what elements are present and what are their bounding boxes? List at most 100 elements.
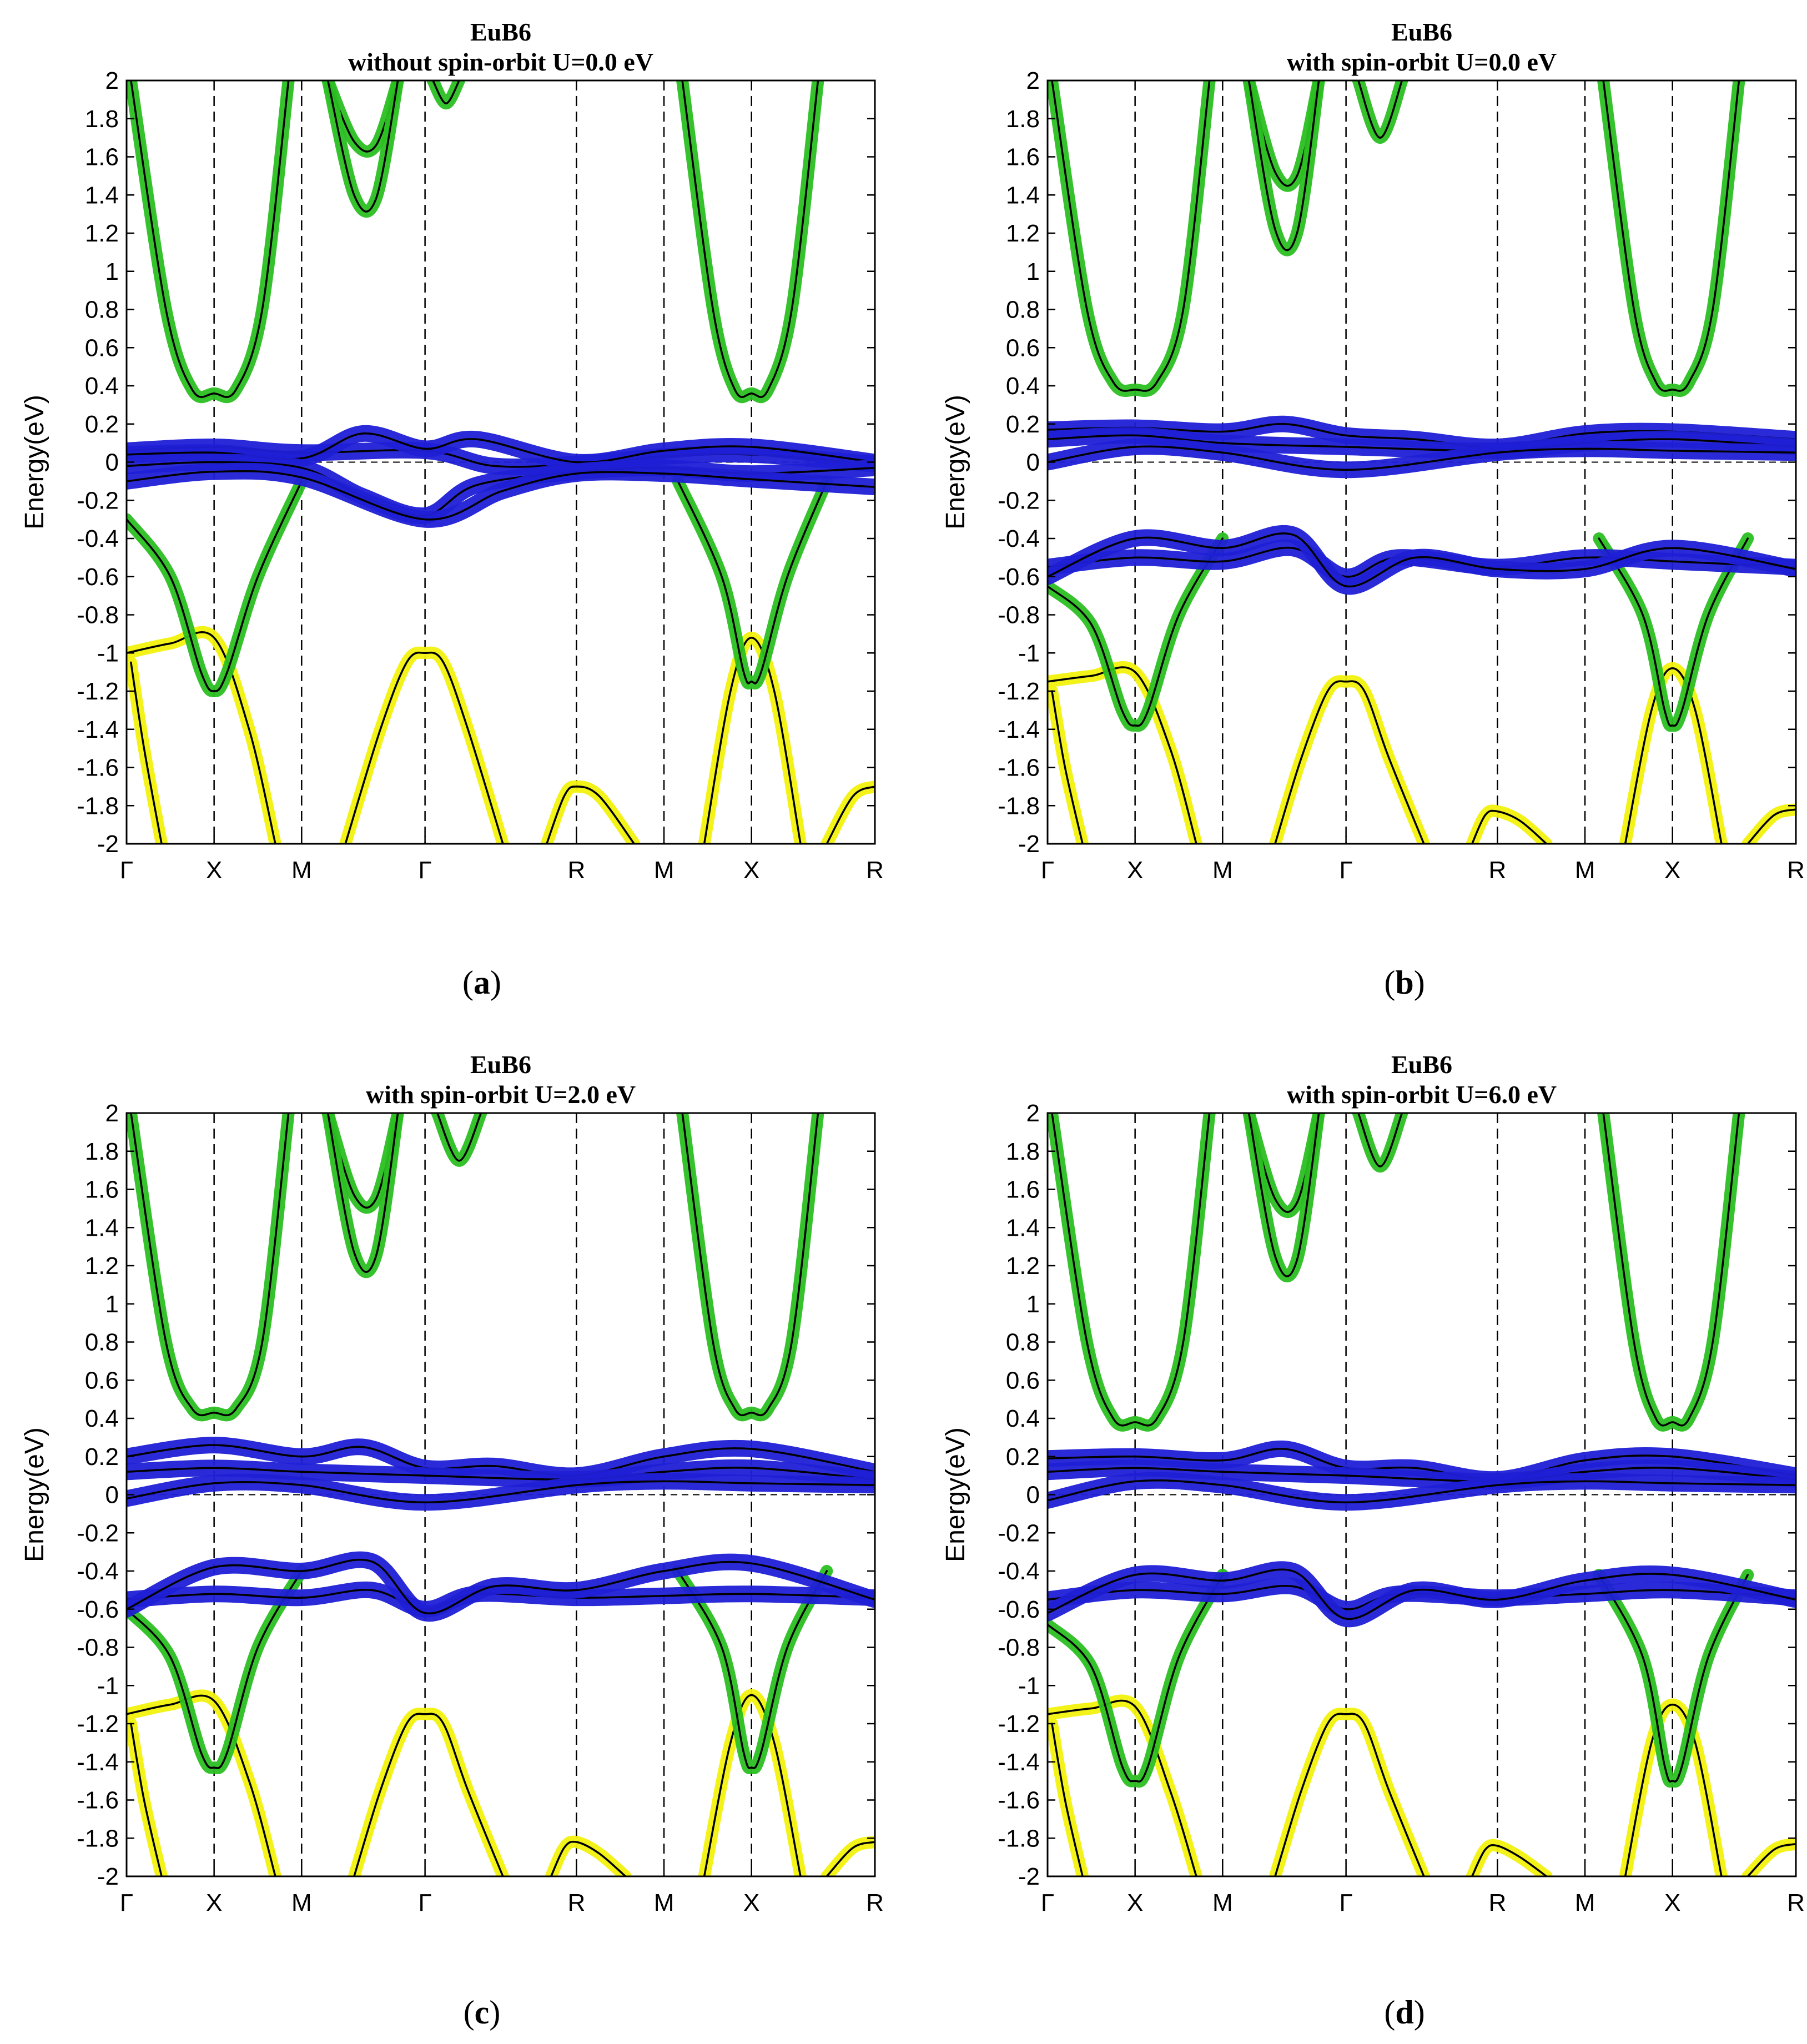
band-line [130, 1723, 163, 1876]
y-tick-label: -1.8 [998, 1825, 1040, 1852]
panel-caption: (c) [464, 1994, 501, 2031]
band-line [127, 480, 303, 692]
y-tick-label: 0.2 [1006, 411, 1040, 438]
band-line [677, 480, 828, 684]
y-tick-label: -0.4 [77, 1558, 119, 1585]
y-tick-label: -0.6 [998, 1596, 1040, 1623]
y-tick-label: -2 [97, 1863, 119, 1890]
x-tick-label: M [654, 857, 675, 884]
band-green-glow [672, 475, 833, 690]
x-tick-label: X [743, 1889, 759, 1916]
band-line [1624, 1703, 1723, 1876]
band-line [1048, 423, 1796, 448]
band-line [1048, 1479, 1796, 1504]
y-tick-label: 1.2 [85, 1252, 119, 1280]
y-tick-label: -2 [1018, 830, 1040, 858]
y-tick-label: -0.8 [998, 1634, 1040, 1662]
y-tick-label: 1.6 [1006, 1176, 1040, 1204]
y-tick-label: -2 [97, 830, 119, 858]
band-green-glow [1352, 1113, 1408, 1173]
y-tick-label: 1.6 [85, 144, 119, 171]
y-tick-label: -0.2 [77, 1519, 119, 1547]
y-tick-label: 0.4 [85, 1405, 119, 1432]
x-tick-label: R [1488, 1889, 1506, 1916]
y-tick-label: 0.6 [1006, 334, 1040, 361]
x-tick-label: R [567, 1889, 585, 1916]
y-tick-label: -1.8 [998, 792, 1040, 819]
y-tick-label: 0.8 [85, 1329, 119, 1356]
y-tick-label: 0.2 [1006, 1443, 1040, 1471]
band-line [703, 1694, 802, 1876]
y-tick-label: -0.8 [998, 602, 1040, 629]
y-tick-label: 2 [105, 67, 119, 94]
y-tick-label: -0.6 [77, 563, 119, 591]
band-line [1471, 1844, 1548, 1876]
band-line [677, 1570, 828, 1769]
panel-title: EuB6 [1391, 18, 1452, 46]
x-tick-label: R [567, 857, 585, 884]
x-tick-label: R [1787, 1889, 1805, 1916]
band-group [1048, 1113, 1796, 1876]
band-line [1602, 80, 1740, 392]
y-tick-label: 0.8 [1006, 296, 1040, 324]
band-yellow-glow [1269, 675, 1430, 844]
y-tick-label: 0.8 [85, 296, 119, 324]
x-tick-label: Γ [1041, 1889, 1054, 1916]
x-tick-label: X [206, 1889, 222, 1916]
x-tick-label: M [654, 1889, 675, 1916]
y-tick-label: 1 [105, 1291, 119, 1318]
y-tick-label: -1.6 [77, 1787, 119, 1814]
x-tick-label: X [1127, 1889, 1143, 1916]
band-yellow-glow [1741, 1837, 1796, 1876]
y-tick-label: 0.6 [1006, 1367, 1040, 1394]
band-line [127, 1480, 875, 1504]
band-line [1048, 434, 1796, 452]
x-tick-label: Γ [419, 1889, 432, 1916]
y-axis-label: Energy(eV) [941, 1427, 970, 1562]
band-yellow-glow [339, 646, 509, 844]
x-tick-label: R [866, 1889, 884, 1916]
band-green-glow [676, 1113, 824, 1422]
band-line [127, 1444, 875, 1477]
y-tick-label: -1 [97, 1672, 119, 1699]
y-tick-label: -1 [1018, 1672, 1040, 1699]
band-line [826, 1841, 875, 1876]
band-line [1051, 1113, 1211, 1427]
y-tick-label: 2 [1026, 1100, 1040, 1127]
band-yellow-glow [821, 780, 875, 844]
band-line [1247, 80, 1320, 251]
x-tick-label: X [1664, 857, 1680, 884]
y-tick-label: -2 [1018, 1863, 1040, 1890]
band-line [1624, 667, 1723, 844]
y-tick-label: -1.4 [77, 716, 119, 743]
band-yellow-glow [821, 1836, 875, 1876]
band-yellow-glow [698, 1689, 807, 1876]
panel-caption: (a) [462, 964, 501, 1001]
y-tick-label: -1 [97, 640, 119, 667]
y-tick-label: 0.2 [85, 1443, 119, 1471]
y-tick-label: -0.2 [998, 487, 1040, 514]
y-tick-label: -1.4 [998, 716, 1040, 743]
band-yellow-glow [540, 780, 641, 844]
band-line [127, 631, 276, 844]
y-tick-label: 1.4 [85, 182, 119, 209]
band-line [1048, 537, 1224, 727]
y-axis-label: Energy(eV) [20, 1427, 49, 1562]
band-line [550, 1840, 627, 1876]
y-tick-label: -0.2 [998, 1519, 1040, 1547]
y-tick-label: -1.4 [998, 1749, 1040, 1776]
panel-title: EuB6 [470, 1050, 531, 1079]
y-tick-label: 1 [1026, 1291, 1040, 1318]
band-line [1051, 690, 1084, 844]
x-tick-label: Γ [419, 857, 432, 884]
y-tick-label: -1.2 [77, 678, 119, 705]
x-tick-label: R [866, 857, 884, 884]
x-tick-label: M [291, 1889, 312, 1916]
x-tick-label: X [1127, 857, 1143, 884]
y-tick-label: -0.4 [77, 525, 119, 552]
band-line [344, 651, 504, 844]
y-tick-label: 0 [105, 1482, 119, 1509]
band-line [1051, 80, 1211, 392]
